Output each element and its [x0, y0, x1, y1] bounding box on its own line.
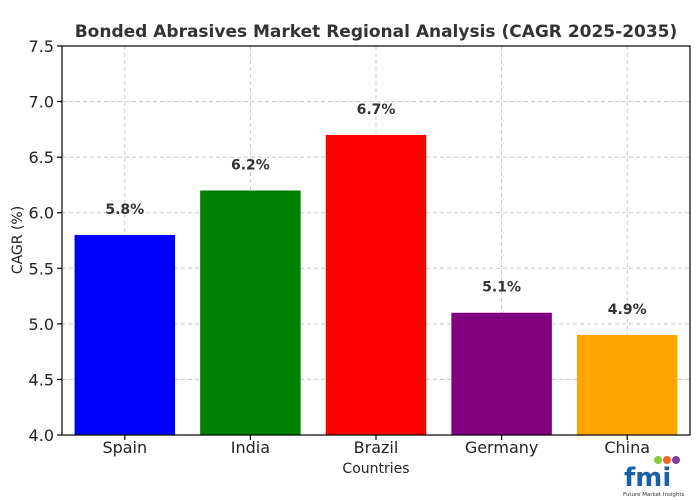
y-tick-label: 6.5: [29, 148, 54, 167]
y-tick-label: 4.5: [29, 370, 54, 389]
bar-china: [576, 334, 678, 435]
bars: [74, 134, 678, 435]
chart-title: Bonded Abrasives Market Regional Analysi…: [75, 22, 678, 42]
fmi-logo: fmi Future Market Insights: [623, 456, 685, 498]
data-label-china: 4.9%: [608, 302, 647, 318]
y-tick-label: 7.5: [29, 37, 54, 56]
y-tick-label: 4.0: [29, 426, 54, 445]
data-labels: 5.8% 6.2% 6.7% 5.1% 4.9%: [105, 102, 646, 318]
x-tick-label: Spain: [102, 438, 147, 457]
x-axis-label: Countries: [342, 461, 409, 477]
x-tick-label: India: [231, 438, 270, 457]
axes: 4.0 4.5 5.0 5.5 6.0 6.5 7.0 7.5 Spain India Brazil…: [29, 37, 691, 457]
bar-germany: [451, 312, 552, 435]
logo-subtitle: Future Market Insights: [623, 492, 685, 498]
y-tick-label: 6.0: [29, 204, 54, 223]
x-tick-label: Germany: [465, 438, 539, 457]
data-label-germany: 5.1%: [482, 280, 521, 296]
logo-text: fmi: [624, 463, 671, 493]
data-label-india: 6.2%: [231, 157, 270, 173]
bar-india: [200, 190, 301, 435]
logo-dot-orange: [663, 456, 671, 464]
data-label-brazil: 6.7%: [357, 102, 396, 118]
data-label-spain: 5.8%: [105, 202, 144, 218]
bar-brazil: [325, 134, 427, 435]
logo-dot-green: [654, 456, 662, 464]
y-axis-label: CAGR (%): [10, 206, 26, 274]
y-tick-label: 5.5: [29, 259, 54, 278]
bar-spain: [74, 234, 176, 435]
y-tick-label: 7.0: [29, 93, 54, 112]
y-tick-label: 5.0: [29, 315, 54, 334]
x-tick-label: China: [604, 438, 650, 457]
logo-dot-purple: [672, 456, 680, 464]
plot-frame: [61, 45, 691, 436]
x-tick-label: Brazil: [354, 438, 399, 457]
